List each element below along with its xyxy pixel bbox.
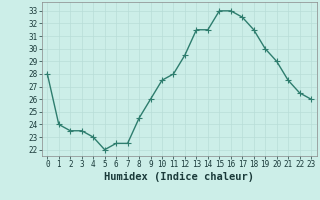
X-axis label: Humidex (Indice chaleur): Humidex (Indice chaleur)	[104, 172, 254, 182]
